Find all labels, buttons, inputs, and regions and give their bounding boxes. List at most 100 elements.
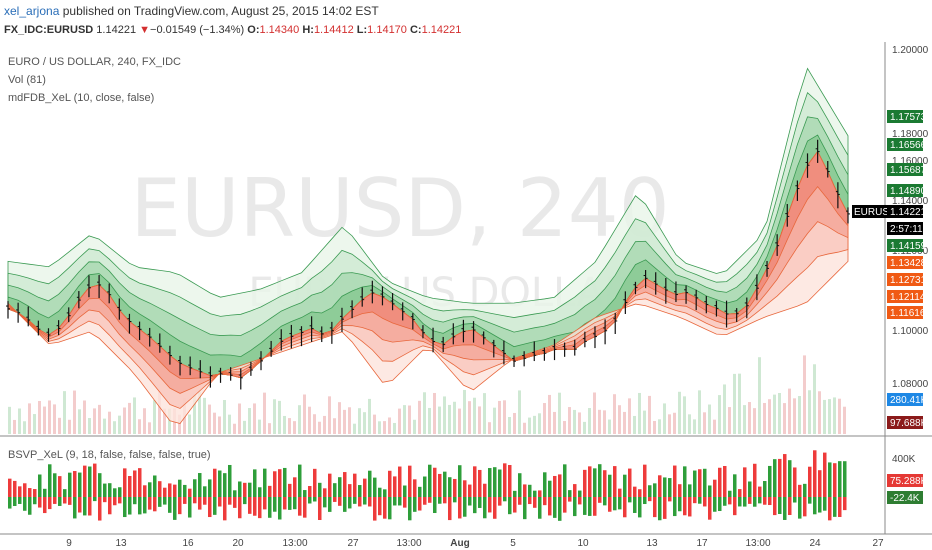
bsvp-bar xyxy=(148,482,152,497)
volume-bar xyxy=(153,400,156,434)
bsvp-bar xyxy=(548,497,552,516)
bsvp-bar xyxy=(143,497,147,514)
bsvp-bar xyxy=(608,474,612,497)
bsvp-bar xyxy=(618,488,622,497)
bsvp-bar xyxy=(708,485,712,497)
volume-bar xyxy=(103,418,106,434)
volume-bar xyxy=(223,399,226,434)
bsvp-bar xyxy=(73,471,77,497)
volume-bar xyxy=(573,409,576,434)
volume-bar xyxy=(83,400,86,434)
bsvp-bar xyxy=(473,466,477,497)
bsvp-bar xyxy=(358,485,362,497)
bsvp-bar xyxy=(623,497,627,518)
volume-bar xyxy=(428,407,431,434)
bsvp-bar xyxy=(378,497,382,516)
legend-title[interactable]: EURO / US DOLLAR, 240, FX_IDC xyxy=(8,56,181,68)
legend-indicator[interactable]: mdFDB_XeL (10, close, false) xyxy=(8,92,154,104)
bsvp-bar xyxy=(303,497,307,518)
volume-bar xyxy=(278,400,281,434)
subpane-legend[interactable]: BSVP_XeL (9, 18, false, false, false, tr… xyxy=(8,449,211,461)
volume-bar xyxy=(138,419,141,434)
symbol-label[interactable]: FX_IDC:EURUSD xyxy=(4,24,94,36)
bsvp-bar xyxy=(798,484,802,497)
username-link[interactable]: xel_arjona xyxy=(4,4,60,18)
volume-bar xyxy=(543,403,546,434)
bsvp-bar xyxy=(803,497,807,517)
time-axis[interactable]: 9 13 16 20 13:00 27 13:00 Aug 5 10 13 17… xyxy=(66,538,884,549)
bsvp-bar xyxy=(313,497,317,502)
bsvp-bar xyxy=(338,477,342,497)
volume-bar xyxy=(38,400,41,434)
bsvp-bar xyxy=(238,481,242,497)
bsvp-bar xyxy=(843,461,847,497)
bsvp-bar xyxy=(83,465,87,497)
price-tag-box xyxy=(887,273,923,286)
bsvp-bar xyxy=(108,497,112,515)
volume-bar xyxy=(158,390,161,434)
bsvp-bar xyxy=(438,497,442,504)
price-tag-box xyxy=(887,290,923,303)
price-tag: 1.12114 xyxy=(890,292,926,303)
bsvp-bar xyxy=(763,481,767,497)
bsvp-bar xyxy=(738,497,742,507)
volume-bar xyxy=(658,419,661,434)
bsvp-bar xyxy=(838,497,842,517)
volume-bar xyxy=(8,406,11,434)
bsvp-bar xyxy=(538,490,542,497)
legend-volume[interactable]: Vol (81) xyxy=(8,74,46,86)
bsvp-bar xyxy=(753,497,757,507)
bsvp-bar xyxy=(593,497,597,516)
volume-bar xyxy=(533,415,536,434)
bsvp-bar xyxy=(613,497,617,511)
time-label: 13:00 xyxy=(396,538,421,549)
bsvp-bar xyxy=(358,497,362,507)
bsvp-bar xyxy=(83,497,87,516)
bsvp-bar xyxy=(493,467,497,497)
volume-bar xyxy=(528,417,531,434)
bsvp-bar xyxy=(513,490,517,497)
volume-bar xyxy=(728,407,731,434)
bsvp-bar xyxy=(303,490,307,497)
subpane-tag-box xyxy=(887,474,923,487)
bsvp-bar xyxy=(413,479,417,497)
volume-bar xyxy=(748,402,751,434)
volume-bar xyxy=(788,388,791,434)
price-tag: 1.17573 xyxy=(890,112,927,123)
bsvp-bar xyxy=(188,497,192,518)
bsvp-bar xyxy=(298,497,302,516)
price-candles xyxy=(6,139,850,390)
bsvp-bar xyxy=(743,497,747,507)
bsvp-bar xyxy=(493,497,497,519)
low-label: L: xyxy=(356,24,368,36)
bsvp-bar xyxy=(198,473,202,497)
bsvp-bar xyxy=(53,497,57,504)
bsvp-bar xyxy=(278,469,282,497)
volume-bar xyxy=(778,393,781,434)
volume-bar xyxy=(73,390,76,434)
bsvp-bar xyxy=(718,497,722,512)
volume-bar xyxy=(133,397,136,434)
chart-canvas[interactable]: EURUSD, 240 EURO / US DOLLAR EURO / US D… xyxy=(0,42,932,550)
volume-bar xyxy=(253,403,256,434)
volume-bar xyxy=(123,407,126,434)
bsvp-bar xyxy=(698,469,702,497)
bsvp-bar xyxy=(208,479,212,497)
price-tag-box xyxy=(887,163,923,176)
price-tag-box xyxy=(887,256,923,269)
bsvp-bar xyxy=(408,497,412,521)
volume-bar xyxy=(828,399,831,434)
bsvp-bar xyxy=(93,497,97,502)
volume-bar xyxy=(233,423,236,434)
bsvp-bar xyxy=(553,475,557,497)
bsvp-bar xyxy=(703,468,707,497)
bsvp-bar xyxy=(648,497,652,502)
bsvp-bar xyxy=(668,478,672,497)
bsvp-bar xyxy=(293,477,297,497)
bsvp-bar xyxy=(28,488,32,497)
bsvp-bar xyxy=(628,468,632,497)
bsvp-bar xyxy=(138,497,142,515)
bsvp-bar xyxy=(753,463,757,497)
time-label: 16 xyxy=(182,538,194,549)
bsvp-bar xyxy=(528,497,532,505)
